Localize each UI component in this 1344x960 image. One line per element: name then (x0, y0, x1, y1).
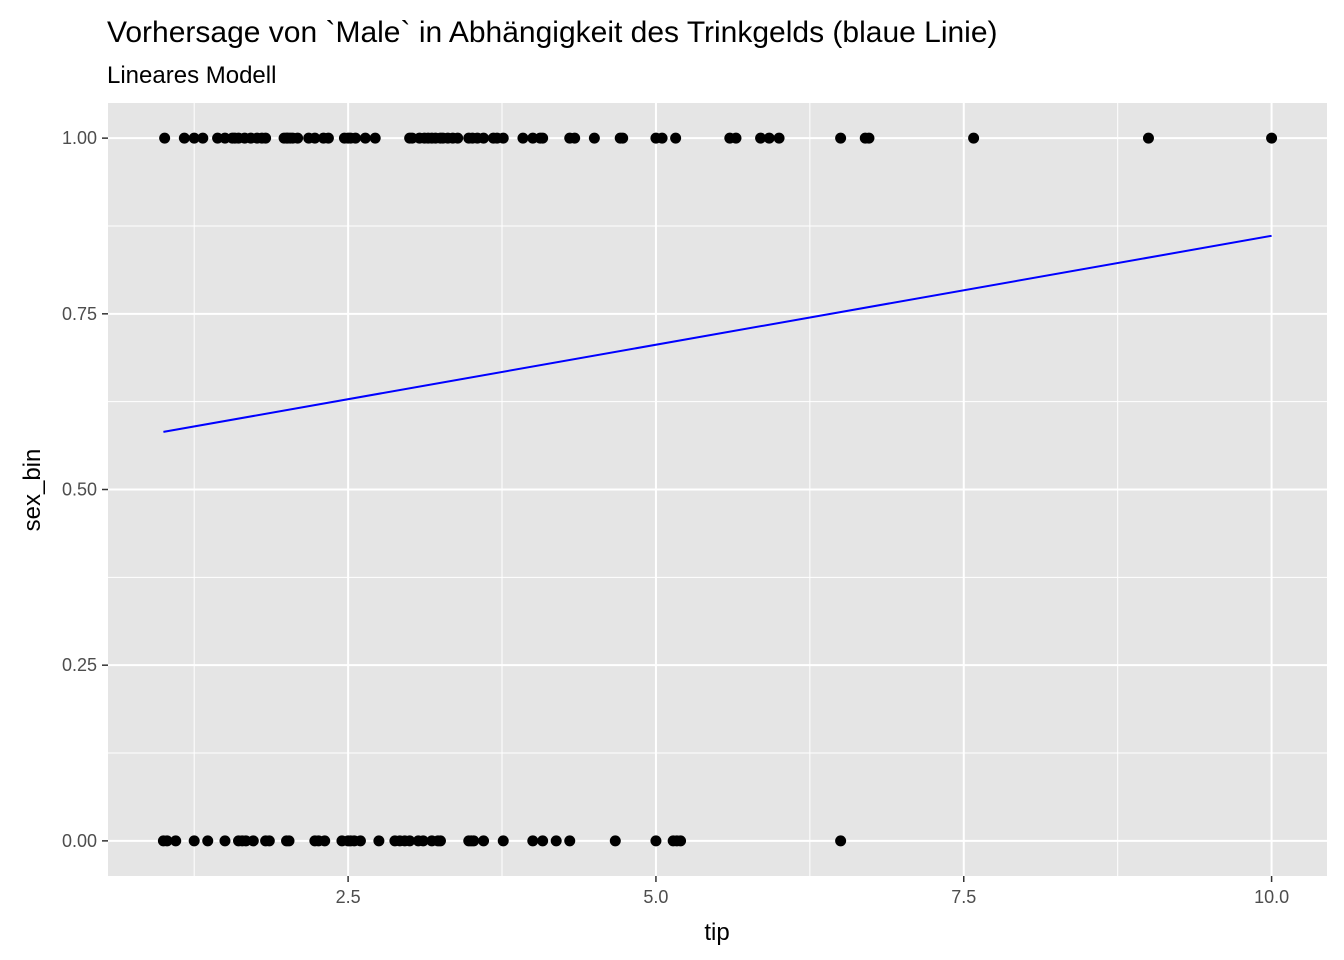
data-point (527, 835, 539, 847)
data-point (319, 835, 331, 847)
data-point (656, 132, 668, 144)
data-point (354, 835, 366, 847)
scatter-points (157, 132, 1278, 847)
regression-line-group (163, 234, 1272, 433)
y-axis-ticks: 0.00 0.25 0.50 0.75 1.00 (62, 128, 108, 851)
x-axis-ticks: 2.5 5.0 7.5 10.0 (336, 876, 1289, 907)
data-point (569, 132, 581, 144)
data-point (202, 835, 214, 847)
data-point (260, 132, 272, 144)
x-tick-label: 2.5 (336, 887, 361, 907)
data-point (359, 132, 371, 144)
x-tick-label: 10.0 (1254, 887, 1289, 907)
data-point (349, 132, 361, 144)
data-point (369, 132, 381, 144)
data-point (517, 132, 529, 144)
data-point (763, 132, 775, 144)
y-tick-label: 0.00 (62, 831, 97, 851)
data-point (159, 132, 171, 144)
y-tick-label: 0.50 (62, 480, 97, 500)
data-point (1142, 132, 1154, 144)
data-point (537, 132, 549, 144)
x-tick-label: 7.5 (951, 887, 976, 907)
data-point (417, 835, 429, 847)
data-point (170, 835, 182, 847)
data-point (197, 132, 209, 144)
data-point (219, 835, 231, 847)
data-point (835, 835, 847, 847)
data-point (550, 835, 562, 847)
data-point (404, 835, 416, 847)
x-tick-label: 5.0 (643, 887, 668, 907)
data-point (564, 835, 576, 847)
data-point (670, 132, 682, 144)
data-point (497, 132, 509, 144)
data-point (309, 132, 321, 144)
data-point (373, 835, 385, 847)
regression-line (163, 234, 1272, 433)
data-point (650, 835, 662, 847)
data-point (609, 835, 621, 847)
data-point (497, 835, 509, 847)
data-point (773, 132, 785, 144)
data-point (283, 835, 295, 847)
data-point (161, 835, 173, 847)
y-tick-label: 1.00 (62, 128, 97, 148)
y-tick-label: 0.25 (62, 655, 97, 675)
data-point (478, 835, 490, 847)
data-point (452, 132, 464, 144)
data-point (835, 132, 847, 144)
data-point (178, 132, 190, 144)
major-gridlines (108, 103, 1327, 876)
data-point (617, 132, 629, 144)
data-point (292, 132, 304, 144)
data-point (188, 835, 200, 847)
chart-subtitle: Lineares Modell (107, 62, 276, 89)
y-axis-title: sex_bin (19, 449, 46, 532)
chart-title: Vorhersage von `Male` in Abhängigkeit de… (107, 16, 998, 49)
data-point (1266, 132, 1278, 144)
data-point (675, 835, 687, 847)
data-point (188, 132, 200, 144)
data-point (588, 132, 600, 144)
data-point (478, 132, 490, 144)
x-axis-title: tip (704, 919, 729, 946)
data-point (863, 132, 875, 144)
data-point (968, 132, 980, 144)
data-point (755, 132, 767, 144)
data-point (263, 835, 275, 847)
data-point (468, 835, 480, 847)
data-point (434, 835, 446, 847)
data-point (537, 835, 549, 847)
y-tick-label: 0.75 (62, 304, 97, 324)
data-point (247, 835, 259, 847)
data-point (730, 132, 742, 144)
data-point (322, 132, 334, 144)
